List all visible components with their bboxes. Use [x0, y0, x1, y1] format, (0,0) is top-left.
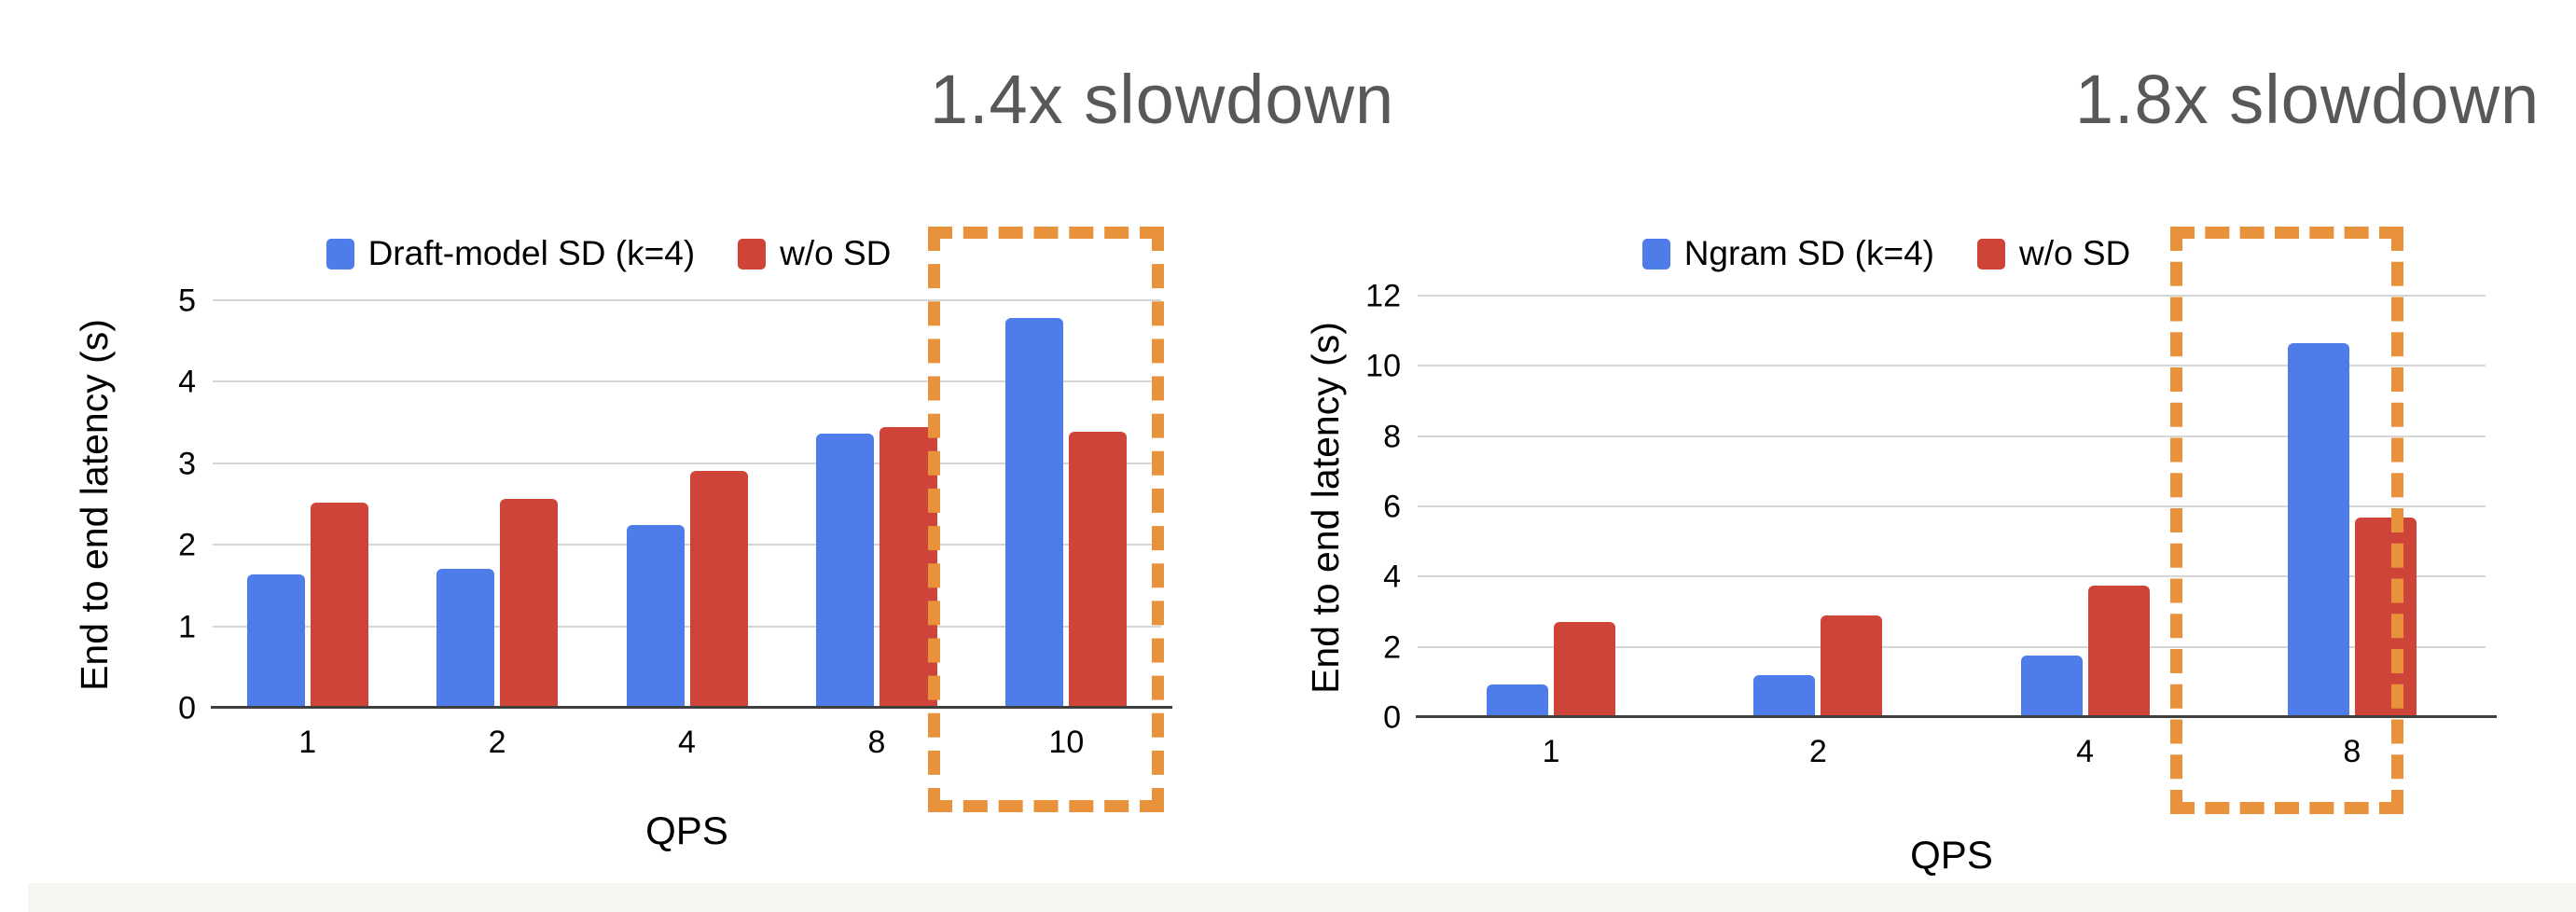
bar-sd-qps-2	[1753, 675, 1816, 718]
bar-wo-sd-qps-4	[2087, 586, 2150, 718]
legend-item: w/o SD	[1977, 234, 2130, 273]
gridline	[213, 625, 1161, 628]
bar-wo-sd-qps-10	[1069, 431, 1128, 709]
y-tick-label: 10	[1365, 348, 1401, 384]
x-category-label: 2	[1808, 734, 1827, 769]
x-axis-title: QPS	[645, 808, 728, 852]
plot-area: 0 2 4 6 8 10 12	[1365, 279, 2497, 736]
legend-item: w/o SD	[738, 234, 891, 273]
bar-wo-sd-qps-8	[2354, 518, 2417, 718]
legend-marker	[325, 238, 354, 269]
x-category-label: 8	[867, 725, 886, 760]
x-axis-line	[211, 706, 1172, 709]
legend-item: Ngram SD (k=4)	[1641, 234, 1935, 273]
gridline	[1418, 645, 2486, 648]
y-tick-label: 0	[178, 690, 196, 726]
bar-wo-sd-qps-2	[1821, 615, 1883, 718]
y-axis-title: End to end latency (s)	[72, 319, 116, 691]
ngram-sd-chart: Ngram SD (k=4) w/o SD End to end latency …	[1287, 228, 2497, 900]
bar-sd-qps-1	[246, 573, 305, 709]
gridline	[1418, 295, 2486, 297]
y-tick-label: 4	[178, 364, 196, 400]
gridline	[213, 544, 1161, 546]
y-tick-label: 2	[178, 527, 196, 563]
gridline	[213, 462, 1161, 464]
bar-sd-qps-4	[2020, 655, 2083, 718]
legend-marker	[1641, 238, 1670, 269]
legend: Draft-model SD (k=4) w/o SD	[56, 234, 1161, 273]
gridline	[1418, 505, 2486, 507]
bar-sd-qps-2	[436, 568, 495, 709]
y-tick-label: 3	[178, 446, 196, 482]
y-axis-title-wrap: End to end latency (s)	[1287, 297, 1364, 718]
legend-item: Draft-model SD (k=4)	[325, 234, 696, 273]
bar-wo-sd-qps-8	[879, 426, 937, 709]
legend-marker	[738, 238, 767, 269]
legend-marker	[1977, 238, 2006, 269]
bar-sd-qps-10	[1005, 318, 1064, 709]
bar-wo-sd-qps-2	[500, 498, 559, 709]
x-category-label: 4	[678, 725, 696, 760]
y-tick-label: 5	[178, 283, 196, 319]
x-category-label: 2	[488, 725, 506, 760]
legend-label: Ngram SD (k=4)	[1683, 234, 1935, 272]
gridline	[1418, 435, 2486, 437]
x-category-label: 1	[1542, 734, 1560, 769]
bar-wo-sd-qps-1	[1554, 622, 1616, 718]
gridline	[1418, 365, 2486, 367]
x-category-label: 1	[298, 725, 317, 760]
x-category-label: 10	[1048, 725, 1085, 760]
y-tick-label: 2	[1383, 629, 1401, 666]
y-tick-label: 6	[1383, 489, 1401, 525]
y-axis-title: End to end latency (s)	[1303, 321, 1347, 694]
bar-sd-qps-4	[626, 525, 685, 709]
x-axis-line	[1416, 715, 2497, 718]
y-tick-label: 4	[1383, 559, 1401, 595]
legend-label: w/o SD	[780, 234, 892, 272]
bar-sd-qps-1	[1487, 684, 1549, 718]
x-category-label: 4	[2076, 734, 2095, 769]
legend-label: Draft-model SD (k=4)	[367, 234, 696, 272]
gridline	[213, 380, 1161, 383]
x-axis-labels: 1 2 4 8	[1418, 734, 2486, 770]
bar-sd-qps-8	[2287, 343, 2349, 718]
y-tick-label: 0	[1383, 699, 1401, 736]
plot-area: 0 1 2 3 4 5	[178, 283, 1172, 726]
legend: Ngram SD (k=4) w/o SD	[1287, 234, 2486, 273]
x-axis-labels: 1 2 4 8 10	[213, 725, 1161, 761]
y-tick-label: 1	[178, 609, 196, 645]
bar-wo-sd-qps-1	[310, 502, 368, 709]
draft-model-sd-chart: Draft-model SD (k=4) w/o SD End to end la…	[56, 228, 1172, 881]
gridline	[1418, 575, 2486, 578]
slowdown-annotation-right: 1.8x slowdown	[2074, 61, 2541, 138]
y-axis-title-wrap: End to end latency (s)	[56, 301, 132, 709]
bar-sd-qps-8	[815, 433, 874, 709]
gridline	[213, 299, 1161, 301]
slowdown-annotation-left: 1.4x slowdown	[929, 61, 1395, 138]
legend-label: w/o SD	[2019, 234, 2131, 272]
x-category-label: 8	[2343, 734, 2361, 769]
slide-bottom-strip	[28, 883, 2576, 912]
y-tick-label: 8	[1383, 419, 1401, 455]
y-tick-label: 12	[1365, 278, 1401, 314]
x-axis-title: QPS	[1910, 833, 1993, 877]
bar-wo-sd-qps-4	[689, 470, 748, 709]
